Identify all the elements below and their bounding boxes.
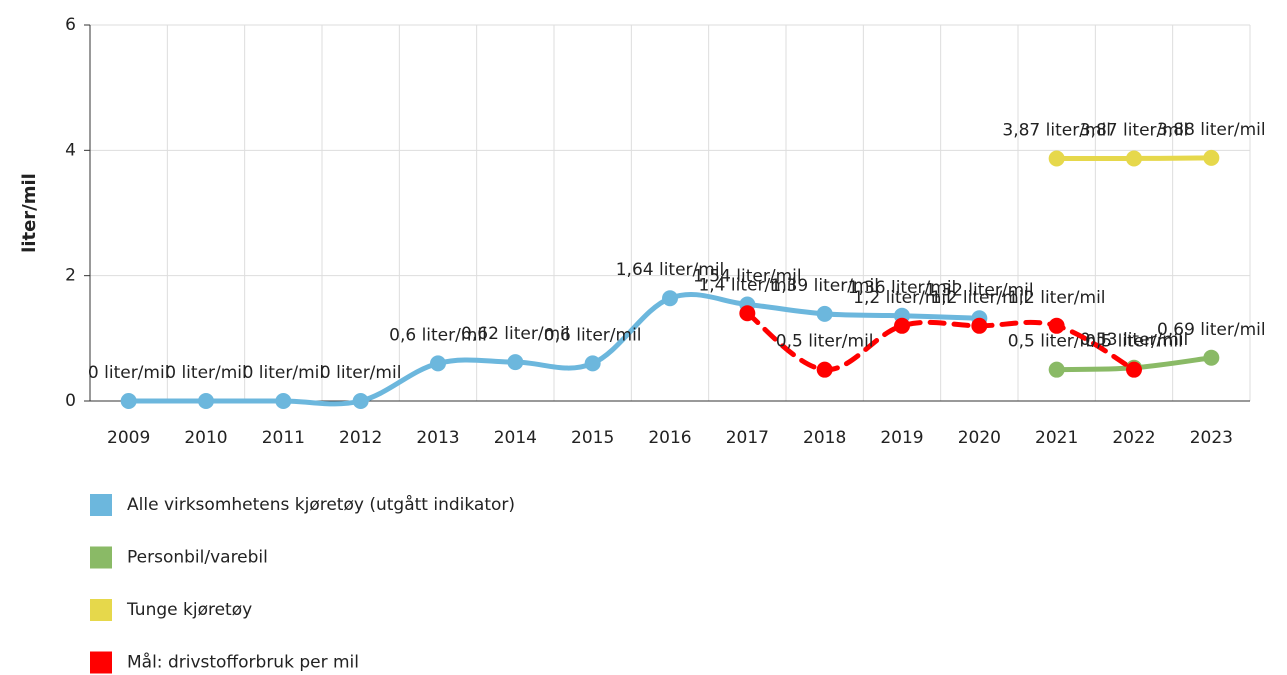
- data-label: 1,2 liter/mil: [1008, 288, 1106, 308]
- data-label: 3,87 liter/mil: [1080, 120, 1189, 140]
- point: [1048, 150, 1065, 167]
- data-label: 1,4 liter/mil: [698, 275, 796, 295]
- data-label: 1,64 liter/mil: [616, 260, 725, 280]
- point: [1048, 361, 1065, 378]
- point: [1203, 149, 1220, 166]
- x-tick-label: 2016: [648, 428, 691, 448]
- data-label: 0 liter/mil: [243, 363, 325, 383]
- point: [971, 317, 988, 334]
- data-label: 1,2 liter/mil: [853, 288, 951, 308]
- point: [584, 355, 601, 372]
- data-label: 0,6 liter/mil: [389, 325, 487, 345]
- y-tick-label: 4: [65, 140, 76, 160]
- data-label: 3,87 liter/mil: [1002, 120, 1111, 140]
- legend-label: Tunge kjøretøy: [126, 600, 252, 620]
- x-tick-label: 2010: [184, 428, 227, 448]
- point: [1126, 150, 1142, 167]
- data-label: 1,32 liter/mil: [925, 280, 1034, 300]
- x-tick-label: 2015: [571, 428, 614, 448]
- x-tick-label: 2023: [1190, 428, 1233, 448]
- data-label: 1,2 liter/mil: [930, 288, 1028, 308]
- data-label: 0,53 liter/mil: [1080, 330, 1189, 350]
- point: [1048, 317, 1065, 334]
- y-axis-label: liter/mil: [19, 173, 40, 253]
- y-tick-label: 0: [65, 391, 76, 411]
- point: [1126, 361, 1142, 378]
- x-tick-label: 2014: [494, 428, 537, 448]
- x-tick-label: 2011: [262, 428, 305, 448]
- point: [198, 393, 214, 409]
- y-tick-label: 6: [65, 15, 76, 35]
- data-label: 0,5 liter/mil: [1085, 332, 1183, 352]
- point: [894, 317, 910, 334]
- data-label: 0,5 liter/mil: [776, 332, 874, 352]
- data-label: 0 liter/mil: [320, 363, 402, 383]
- point: [816, 305, 833, 322]
- data-label: 3,88 liter/mil: [1157, 120, 1266, 140]
- series-line: [744, 310, 1137, 373]
- data-label: 1,39 liter/mil: [770, 276, 879, 296]
- point: [662, 290, 678, 307]
- x-tick-label: 2021: [1035, 428, 1078, 448]
- point: [739, 305, 756, 322]
- legend-label: Alle virksomhetens kjøretøy (utgått indi…: [127, 494, 515, 515]
- x-tick-label: 2009: [107, 428, 150, 448]
- legend-label: Mål: drivstofforbruk per mil: [127, 652, 359, 673]
- x-tick-label: 2012: [339, 428, 382, 448]
- x-tick-label: 2020: [958, 428, 1001, 448]
- x-tick-label: 2017: [726, 428, 769, 448]
- data-label: 0 liter/mil: [88, 363, 170, 383]
- point: [275, 393, 292, 409]
- y-tick-label: 2: [65, 266, 76, 286]
- data-label: 1,54 liter/mil: [693, 266, 802, 286]
- x-tick-label: 2018: [803, 428, 846, 448]
- legend-swatch: [90, 599, 112, 621]
- point: [816, 361, 833, 378]
- legend-swatch: [90, 651, 112, 674]
- x-tick-label: 2019: [880, 428, 923, 448]
- point: [507, 354, 524, 371]
- point: [1203, 349, 1220, 366]
- legend-swatch: [90, 546, 112, 569]
- x-tick-label: 2022: [1112, 428, 1155, 448]
- point: [120, 393, 137, 409]
- data-label: 1,36 liter/mil: [848, 278, 957, 298]
- point: [430, 355, 446, 372]
- data-label: 0 liter/mil: [165, 363, 247, 383]
- point: [352, 393, 369, 409]
- data-label: 0,6 liter/mil: [544, 325, 642, 345]
- data-label: 0,62 liter/mil: [461, 324, 570, 344]
- legend-swatch: [90, 494, 112, 516]
- x-tick-label: 2013: [416, 428, 459, 448]
- legend-label: Personbil/varebil: [127, 548, 268, 568]
- data-label: 0,69 liter/mil: [1157, 320, 1266, 340]
